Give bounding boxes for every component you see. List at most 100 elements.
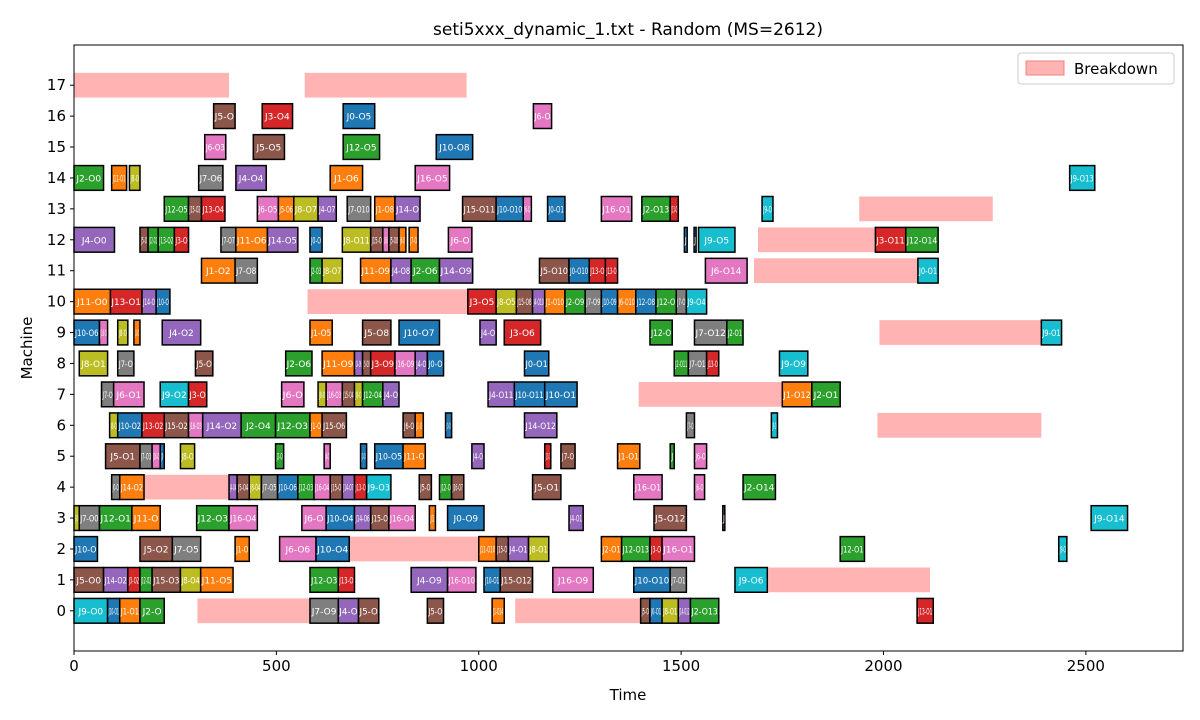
operation-bar — [398, 319, 441, 346]
operation-block: J2-O13 — [689, 597, 720, 624]
operation-label: J8-O7 — [294, 205, 317, 215]
operation-label: J5-O8 — [390, 236, 399, 246]
operation-label: J0-O — [310, 236, 321, 246]
y-tick-label: 16 — [47, 107, 66, 125]
operation-label: J0-O — [446, 422, 450, 432]
operation-block: J4-O2 — [161, 319, 202, 346]
operation-label: J12-O5 — [345, 144, 376, 154]
operation-block: J15-O6 — [321, 412, 348, 439]
operation-bar — [503, 319, 542, 346]
operation-block: J5-O — [418, 474, 433, 501]
operation-block: J1-O6 — [329, 164, 364, 192]
operation-bar — [704, 257, 748, 284]
operation-bar — [369, 350, 396, 377]
operation-bar — [228, 504, 259, 532]
operation-bar — [661, 535, 696, 563]
operation-block: J15-O — [369, 226, 384, 253]
operation-block: J10-O9 — [600, 288, 619, 315]
operation-bar — [669, 443, 675, 470]
operation-block: J14-O — [394, 195, 421, 222]
operation-block: J9-O0 — [73, 597, 109, 624]
operation-block: J2-O14 — [742, 474, 777, 501]
operation-bar — [235, 164, 268, 192]
operation-block: J1 — [428, 504, 437, 532]
breakdown-bar — [74, 72, 230, 98]
operation-label: J12-O3 — [298, 484, 313, 494]
operation-label: J13-O — [339, 576, 354, 586]
operation-label: J15-O11 — [463, 205, 495, 215]
operation-label: J10-O10 — [496, 205, 522, 215]
operation-bar — [171, 535, 202, 563]
operation-block: J — [722, 504, 726, 532]
operation-bar — [317, 195, 338, 222]
operation-block: J7-O3 — [139, 443, 153, 470]
operation-bar — [438, 257, 474, 284]
operation-block: J10-O1 — [483, 566, 501, 594]
operation-label: J6-O10 — [618, 298, 635, 308]
operation-label: J16-O1 — [634, 484, 661, 494]
operation-bar — [683, 226, 688, 253]
operation-label: J3-O5 — [469, 298, 495, 308]
operation-label: J8-O4 — [250, 484, 261, 494]
breakdown-bar — [304, 72, 467, 98]
operation-label: J5-O — [141, 236, 147, 246]
operation-label: J11-O1 — [112, 174, 125, 184]
operation-block: J8-O1 — [527, 535, 550, 563]
operation-block: J12-O3 — [297, 474, 315, 501]
operation-label: J9-O2 — [161, 391, 187, 401]
operation-bar — [532, 102, 553, 130]
breakdown-bar — [638, 382, 783, 407]
operation-block: J8-O — [128, 164, 141, 192]
operation-label: J6-O — [534, 113, 551, 123]
operation-block: J7-O5 — [171, 535, 202, 563]
operation-block: J9-O — [770, 412, 779, 439]
operation-block: J4-O — [471, 443, 485, 470]
operation-bar — [116, 319, 129, 346]
operation-label: J14-O — [143, 298, 156, 308]
operation-bar — [543, 443, 552, 470]
operation-block: J16-O9 — [552, 566, 595, 594]
x-tick-label: 0 — [69, 657, 79, 675]
operation-block: J15-O2 — [163, 412, 190, 439]
operation-block: J2-O6 — [284, 350, 313, 377]
operation-label: J15-O — [371, 236, 382, 246]
operation-block: J6-O — [398, 226, 407, 253]
operation-bar — [200, 195, 226, 222]
operation-bar — [522, 195, 533, 222]
operation-bar — [428, 504, 437, 532]
operation-label: J5-O1 — [533, 484, 559, 494]
operation-label: J0-O — [361, 453, 365, 463]
operation-bar — [560, 443, 576, 470]
operation-bar — [131, 504, 161, 532]
y-tick-label: 1 — [56, 571, 66, 589]
operation-label: J10-O9 — [602, 298, 617, 308]
y-tick-label: 10 — [47, 293, 66, 311]
operation-block: J1-O — [234, 535, 251, 563]
operation-label: J2-O13 — [691, 607, 718, 617]
operation-block: J0-O1 — [523, 350, 550, 377]
operation-label: J8-O1 — [663, 607, 678, 617]
operation-label: J6-O14 — [710, 267, 742, 277]
operation-bar — [697, 226, 736, 253]
operation-label: J15-O6 — [322, 422, 345, 432]
operation-bar — [342, 133, 381, 161]
operation-block: J9-O3 — [365, 474, 392, 501]
operation-label: J2-O — [142, 607, 162, 617]
operation-block: J10-O4 — [315, 535, 350, 563]
operation-block: J5-O4 — [236, 474, 251, 501]
operation-block: J13-O — [669, 195, 680, 222]
operation-bar — [414, 164, 451, 192]
operation-block: J16-O1 — [600, 195, 633, 222]
operation-label: J0-O — [428, 360, 443, 370]
operation-block: J8-O — [353, 381, 364, 408]
operation-bar — [161, 319, 202, 346]
operation-block: J13-O — [588, 257, 607, 284]
operation-bar — [309, 226, 323, 253]
operation-label: J7-O1 — [671, 576, 686, 586]
operation-block: J2-O13 — [641, 195, 671, 222]
operation-label: J1-O — [310, 422, 321, 432]
operation-label: J5-O5 — [256, 144, 282, 154]
operation-label: J14-O12 — [679, 607, 689, 617]
y-tick-label: 2 — [56, 540, 66, 558]
